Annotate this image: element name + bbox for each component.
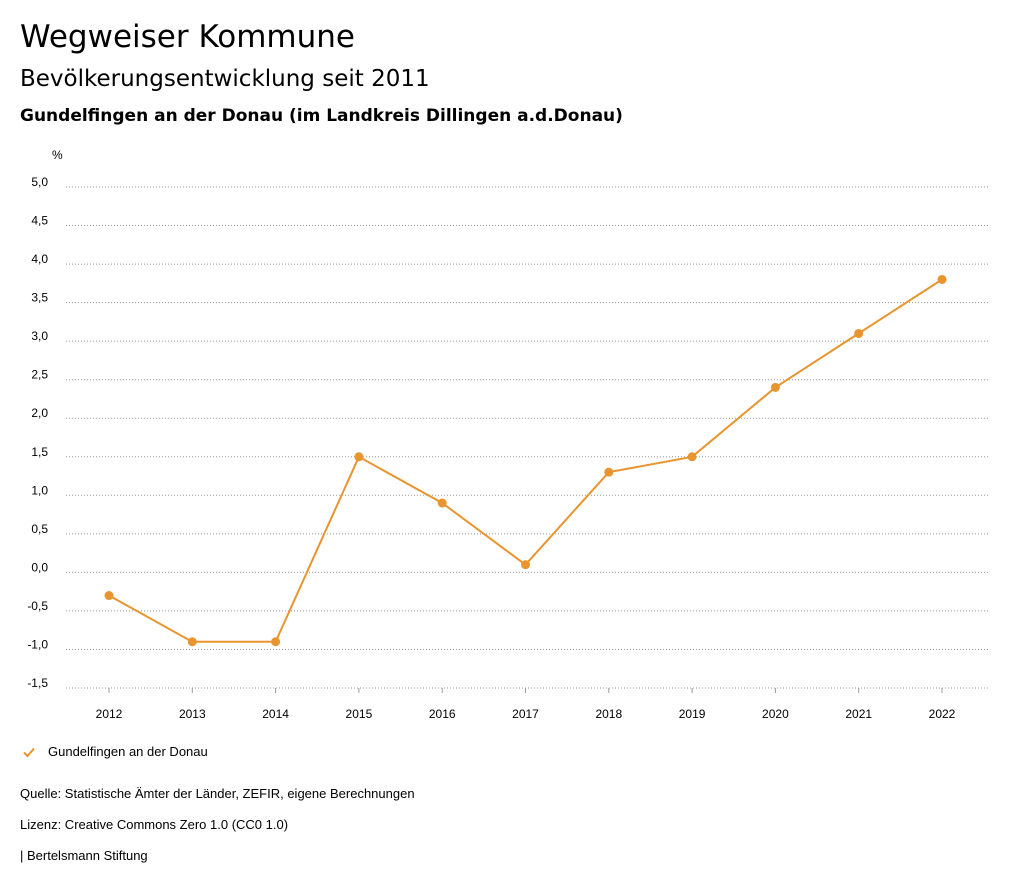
gridlines: [66, 186, 990, 689]
source-note: Quelle: Statistische Ämter der Länder, Z…: [20, 786, 415, 801]
x-tick-label: 2019: [679, 707, 706, 721]
y-tick-label: 0,5: [31, 522, 48, 536]
data-point[interactable]: [521, 560, 530, 570]
line-chart: % 5,0 4,5 4,0 3,5 3,0 2,5 2,0 1,5 1,0 0,5 0,0 -0,5 -…: [27, 148, 990, 721]
license-note: Lizenz: Creative Commons Zero 1.0 (CC0 1…: [20, 817, 289, 832]
data-point[interactable]: [937, 274, 947, 284]
x-tick-label: 2022: [929, 707, 956, 721]
y-tick-label: 4,0: [31, 252, 48, 266]
x-tick-label: 2012: [96, 707, 123, 721]
y-tick-label: 2,5: [31, 368, 48, 382]
data-point[interactable]: [770, 382, 780, 392]
series-line: [108, 278, 943, 643]
y-tick-label: 3,5: [31, 291, 48, 305]
data-point[interactable]: [104, 591, 114, 601]
data-point[interactable]: [854, 328, 864, 338]
y-tick-label: 2,0: [31, 406, 48, 420]
legend[interactable]: Gundelfingen an der Donau: [22, 744, 208, 759]
data-point[interactable]: [437, 498, 447, 508]
data-point[interactable]: [354, 452, 364, 462]
page-title: Wegweiser Kommune: [20, 19, 355, 55]
y-tick-label: 1,0: [31, 483, 48, 497]
x-tick-label: 2014: [262, 707, 289, 721]
y-tick-label: 5,0: [31, 175, 48, 189]
region-heading: Gundelfingen an der Donau (im Landkreis …: [20, 106, 623, 126]
chart-subtitle: Bevölkerungsentwicklung seit 2011: [20, 66, 430, 92]
x-axis-ticks: 2012 2013 2014 2015 2016 2017 2018 2019 2020 2021…: [96, 688, 956, 721]
y-tick-label: -1,0: [27, 637, 48, 651]
data-point[interactable]: [271, 637, 281, 647]
data-point[interactable]: [187, 637, 197, 647]
y-tick-label: 4,5: [31, 214, 48, 228]
x-tick-label: 2021: [845, 707, 872, 721]
series-layer: [104, 274, 947, 647]
y-tick-label: -1,5: [27, 676, 48, 690]
y-axis-ticks: 5,0 4,5 4,0 3,5 3,0 2,5 2,0 1,5 1,0 0,5 0,0 -0,5 -1,…: [27, 175, 48, 690]
x-tick-label: 2016: [429, 707, 456, 721]
y-unit-label: %: [52, 148, 63, 162]
y-tick-label: 1,5: [31, 445, 48, 459]
y-tick-label: 3,0: [31, 329, 48, 343]
legend-label: Gundelfingen an der Donau: [48, 744, 208, 759]
legend-check-icon: [23, 747, 35, 757]
publisher-note: | Bertelsmann Stiftung: [20, 848, 148, 863]
data-point[interactable]: [687, 452, 697, 462]
y-tick-label: -0,5: [27, 599, 48, 613]
x-tick-label: 2018: [595, 707, 622, 721]
x-tick-label: 2013: [179, 707, 206, 721]
x-tick-label: 2017: [512, 707, 539, 721]
data-point[interactable]: [604, 467, 614, 477]
x-tick-label: 2020: [762, 707, 789, 721]
y-tick-label: 0,0: [31, 560, 48, 574]
x-tick-label: 2015: [346, 707, 373, 721]
